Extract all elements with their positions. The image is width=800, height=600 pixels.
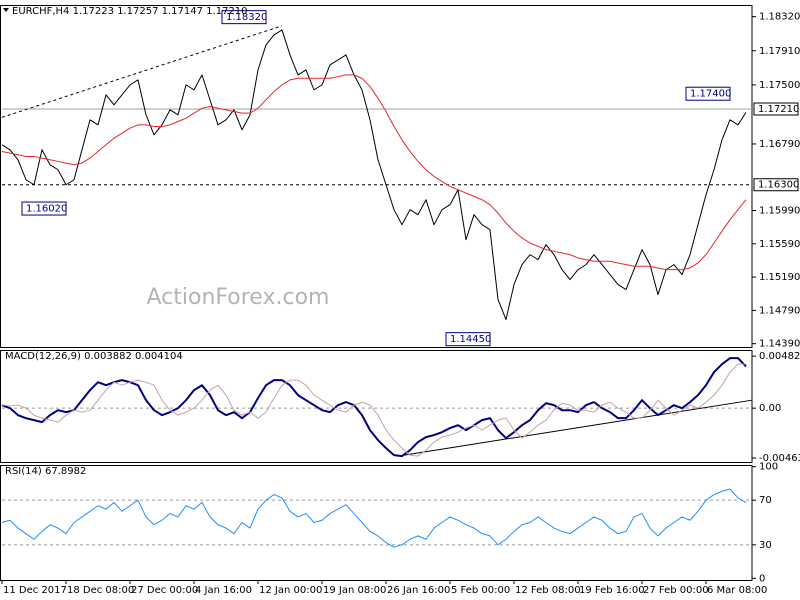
trend-line — [397, 399, 753, 457]
panel-title: EURCHF,H4 1.17223 1.17257 1.17147 1.1721… — [12, 6, 248, 17]
panel-title: MACD(12,26,9) 0.003882 0.004104 — [5, 351, 183, 362]
x-tick-label: 11 Dec 2017 — [3, 585, 67, 596]
x-tick-label: 6 Mar 08:00 — [707, 585, 767, 596]
y-tick-label: 1.15990 — [759, 206, 800, 217]
price-box — [753, 102, 799, 116]
x-tick-label: 26 Jan 16:00 — [387, 585, 450, 596]
x-tick-label: 19 Jan 08:00 — [323, 585, 386, 596]
x-tick-label: 5 Feb 00:00 — [451, 585, 510, 596]
panel-frame — [0, 350, 753, 463]
y-tick-label: 1.16790 — [759, 139, 800, 150]
x-tick-label: 12 Jan 00:00 — [259, 585, 322, 596]
panel-frame — [0, 5, 753, 348]
annotation-box — [21, 201, 67, 216]
annotation-label: 1.14450 — [450, 334, 491, 345]
panel-title: RSI(14) 67.8982 — [5, 466, 86, 477]
title-arrow — [3, 8, 9, 12]
y-tick-label: 0 — [759, 573, 765, 584]
y-tick-label: 70 — [759, 495, 772, 506]
watermark: ActionForex.com — [147, 285, 330, 310]
x-tick-label: 12 Feb 08:00 — [515, 585, 581, 596]
y-tick-label: 30 — [759, 540, 772, 551]
x-tick-label: 19 Feb 16:00 — [579, 585, 645, 596]
annotation-label: 1.17400 — [690, 89, 731, 100]
x-tick-label: 27 Dec 00:00 — [131, 585, 198, 596]
y-tick-label: 1.15590 — [759, 239, 800, 250]
y-tick-label: 0.004827 — [759, 351, 800, 362]
price-box-label: 1.16300 — [758, 180, 799, 191]
annotation-box — [221, 10, 267, 25]
x-tick-label: 27 Feb 00:00 — [643, 585, 709, 596]
panel-frame — [0, 465, 753, 581]
annotation-box — [685, 86, 731, 101]
series-line — [1, 74, 747, 271]
price-box — [753, 178, 799, 192]
x-tick-label: 18 Dec 08:00 — [67, 585, 134, 596]
annotation-label: 1.18320 — [226, 12, 267, 23]
y-tick-label: 1.14790 — [759, 305, 800, 316]
y-tick-label: 1.14390 — [759, 339, 800, 350]
y-tick-label: 1.17500 — [759, 80, 800, 91]
price-box-label: 1.17210 — [758, 104, 799, 115]
x-tick-label: 4 Jan 16:00 — [195, 585, 252, 596]
series-line — [1, 29, 747, 321]
annotation-label: 1.16020 — [26, 204, 67, 215]
series-line — [1, 363, 747, 457]
y-tick-label: 1.15190 — [759, 272, 800, 283]
y-tick-label: 1.17910 — [759, 46, 800, 57]
y-tick-label: 100 — [759, 462, 778, 473]
annotation-box — [445, 332, 491, 347]
series-line — [1, 357, 747, 458]
series-line — [1, 488, 747, 548]
y-tick-label: -0.004632 — [759, 453, 800, 464]
y-tick-label: 0.00 — [759, 403, 781, 414]
y-tick-label: 1.18320 — [759, 12, 800, 23]
trend-line — [1, 25, 283, 118]
